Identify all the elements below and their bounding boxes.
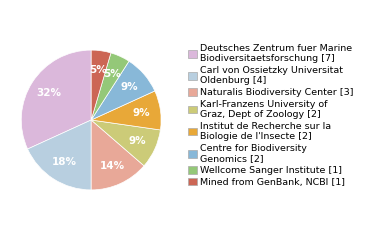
- Text: 5%: 5%: [103, 69, 121, 79]
- Wedge shape: [91, 50, 111, 120]
- Wedge shape: [91, 53, 129, 120]
- Text: 9%: 9%: [120, 82, 138, 92]
- Wedge shape: [28, 120, 91, 190]
- Text: 18%: 18%: [51, 157, 76, 167]
- Text: 9%: 9%: [128, 136, 146, 146]
- Wedge shape: [91, 91, 161, 130]
- Wedge shape: [91, 120, 160, 166]
- Legend: Deutsches Zentrum fuer Marine
Biodiversitaetsforschung [7], Carl von Ossietzky U: Deutsches Zentrum fuer Marine Biodiversi…: [187, 43, 355, 188]
- Wedge shape: [91, 61, 155, 120]
- Text: 32%: 32%: [36, 88, 61, 98]
- Text: 5%: 5%: [89, 65, 107, 75]
- Wedge shape: [21, 50, 91, 149]
- Text: 14%: 14%: [100, 161, 125, 171]
- Text: 9%: 9%: [132, 108, 150, 118]
- Wedge shape: [91, 120, 144, 190]
